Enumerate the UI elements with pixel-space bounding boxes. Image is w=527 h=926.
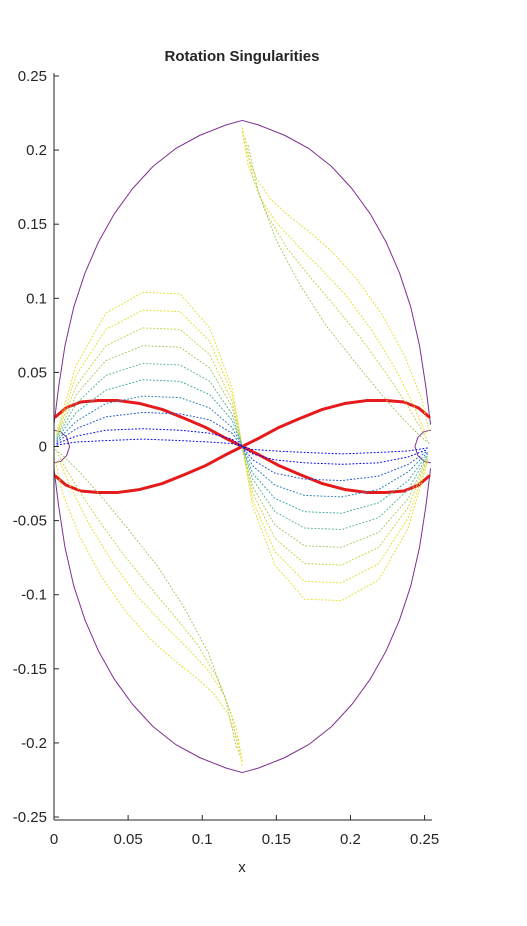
series-line-19 [247, 145, 430, 445]
y-tick-label: 0.2 [26, 142, 47, 159]
y-tick-label: 0.25 [18, 68, 47, 85]
y-tick-label: -0.05 [13, 513, 47, 530]
series-line-3 [414, 429, 432, 464]
x-axis-label: x [238, 859, 246, 876]
series-line-6 [56, 291, 429, 602]
x-tick-label: 0.15 [262, 831, 291, 848]
y-tick-label: -0.15 [13, 661, 47, 678]
y-tick-label: 0.15 [18, 216, 47, 233]
y-tick-label: 0 [39, 439, 47, 456]
y-tick-label: 0.1 [26, 290, 47, 307]
series-line-15 [56, 438, 429, 455]
x-tick-label: 0.2 [340, 831, 361, 848]
series-line-20 [54, 460, 243, 766]
x-tick-label: 0.05 [114, 831, 143, 848]
series-line-14 [56, 428, 429, 465]
axes-layer: 0 0.05 0.1 0.15 0.2 0.25 -0.25 -0.2 -0.15 -0.1 -0.… [13, 68, 439, 848]
series-line-22 [56, 451, 240, 756]
y-tick-label: 0.05 [18, 364, 47, 381]
y-tick-label: -0.1 [21, 587, 47, 604]
x-tick-label: 0.25 [410, 831, 439, 848]
series-layer [53, 119, 432, 774]
series-line-23 [54, 448, 237, 748]
series-line-0 [53, 119, 432, 425]
x-tick-label: 0.1 [192, 831, 213, 848]
y-tick-label: -0.25 [13, 809, 47, 826]
series-line-16 [241, 127, 430, 433]
chart-title: Rotation Singularities [164, 48, 319, 65]
series-line-12 [56, 395, 429, 498]
y-tick-label: -0.2 [21, 735, 47, 752]
series-line-8 [56, 327, 429, 566]
series-line-9 [56, 345, 429, 548]
series-line-1 [53, 468, 432, 774]
plot-area: 0 0.05 0.1 0.15 0.2 0.25 -0.25 -0.2 -0.15 -0.1 -0.… [13, 68, 439, 848]
x-tick-label: 0 [50, 831, 58, 848]
series-line-18 [244, 137, 429, 442]
